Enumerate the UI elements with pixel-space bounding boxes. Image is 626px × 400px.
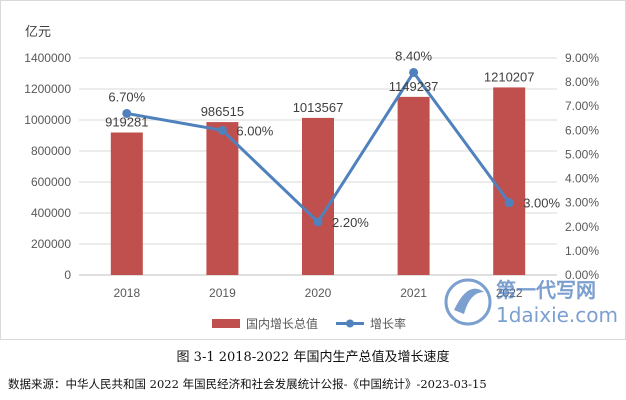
bar-2018 (110, 132, 143, 275)
right-axis: 0.00% 1.00% 2.00% 3.00% 4.00% 5.00% 6.00% 7.00%… (565, 51, 599, 282)
line-data-label: 6.70% (108, 89, 145, 104)
right-axis-tick-label: 8.00% (565, 75, 599, 89)
legend-label-line: 增长率 (370, 316, 406, 331)
left-axis-unit: 亿元 (25, 25, 51, 40)
line-data-label: 6.00% (236, 123, 273, 138)
line-data-label: 3.00% (523, 196, 560, 211)
data-labels: 919281 986515 1013567 1149237 1210207 6.70% 6.… (105, 48, 560, 229)
right-axis-tick-label: 3.00% (565, 196, 599, 210)
line-series (122, 67, 514, 227)
right-axis-tick-label: 5.00% (565, 147, 599, 161)
left-axis-tick-label: 1200000 (24, 82, 71, 96)
right-axis-tick-label: 0.00% (565, 268, 599, 282)
watermark-text-cn: 第一代写网 (496, 278, 596, 302)
line-point-2021 (409, 67, 419, 77)
line-data-label: 8.40% (395, 48, 432, 63)
combo-chart: 0 200000 400000 600000 800000 1000000 1200000 1… (24, 25, 599, 331)
watermark-logo: 第一代写网 1daixie.com (440, 270, 620, 334)
watermark-swoosh-icon (454, 288, 484, 314)
left-axis-tick-label: 400000 (31, 206, 71, 220)
bar-data-label: 1149237 (389, 79, 439, 94)
line-point-2018 (122, 108, 132, 118)
bar-data-label: 1210207 (484, 69, 535, 84)
legend-swatch-bar (212, 319, 240, 328)
bar-2021 (397, 96, 430, 276)
chart-figure: 0 200000 400000 600000 800000 1000000 1200000 1… (0, 0, 626, 340)
legend-marker-line (346, 319, 354, 328)
watermark-text-en: 1daixie.com (496, 303, 618, 327)
bar-series (110, 87, 526, 276)
legend-label-bar: 国内增长总值 (246, 316, 318, 331)
bar-data-label: 919281 (105, 115, 148, 130)
data-source: 数据来源：中华人民共和国 2022 年国民经济和社会发展统计公报-《中国统计》-… (8, 377, 487, 391)
right-axis-tick-label: 1.00% (565, 244, 599, 258)
bar-data-label: 986515 (201, 104, 244, 119)
watermark-circle-icon (444, 278, 492, 326)
bar-2022 (493, 87, 526, 276)
watermark-graphic: 第一代写网 1daixie.com (444, 278, 618, 327)
right-axis-tick-label: 9.00% (565, 51, 599, 65)
left-axis-tick-label: 600000 (31, 175, 71, 189)
line-data-label: 2.20% (332, 215, 369, 230)
left-axis-tick-label: 1000000 (24, 113, 71, 127)
line-point-2019 (217, 125, 227, 135)
gridlines (79, 57, 557, 276)
left-axis-tick-label: 1400000 (24, 51, 71, 65)
bar-2019 (206, 122, 239, 275)
x-axis-tick-label: 2020 (305, 286, 332, 300)
left-axis: 0 200000 400000 600000 800000 1000000 1200000 1… (24, 51, 71, 282)
left-axis-tick-label: 0 (64, 268, 71, 282)
figure-caption: 图 3-1 2018-2022 年国内生产总值及增长速度 (176, 350, 450, 365)
x-axis-tick-label: 2018 (113, 286, 140, 300)
right-axis-tick-label: 6.00% (565, 123, 599, 137)
x-axis-tick-label: 2021 (400, 286, 427, 300)
x-axis-tick-label: 2022 (496, 286, 523, 300)
line-point-2020 (313, 217, 323, 227)
x-axis-tick-label: 2019 (209, 286, 236, 300)
right-axis-tick-label: 7.00% (565, 99, 599, 113)
x-axis: 2018 2019 2020 2021 2022 (113, 286, 522, 300)
left-axis-tick-label: 800000 (31, 144, 71, 158)
line-point-2022 (504, 198, 514, 208)
bar-data-label: 1013567 (293, 100, 344, 115)
bar-2020 (302, 117, 334, 275)
legend: 国内增长总值 增长率 (212, 316, 406, 331)
left-axis-tick-label: 200000 (31, 237, 71, 251)
right-axis-tick-label: 4.00% (565, 172, 599, 186)
right-axis-tick-label: 2.00% (565, 220, 599, 234)
